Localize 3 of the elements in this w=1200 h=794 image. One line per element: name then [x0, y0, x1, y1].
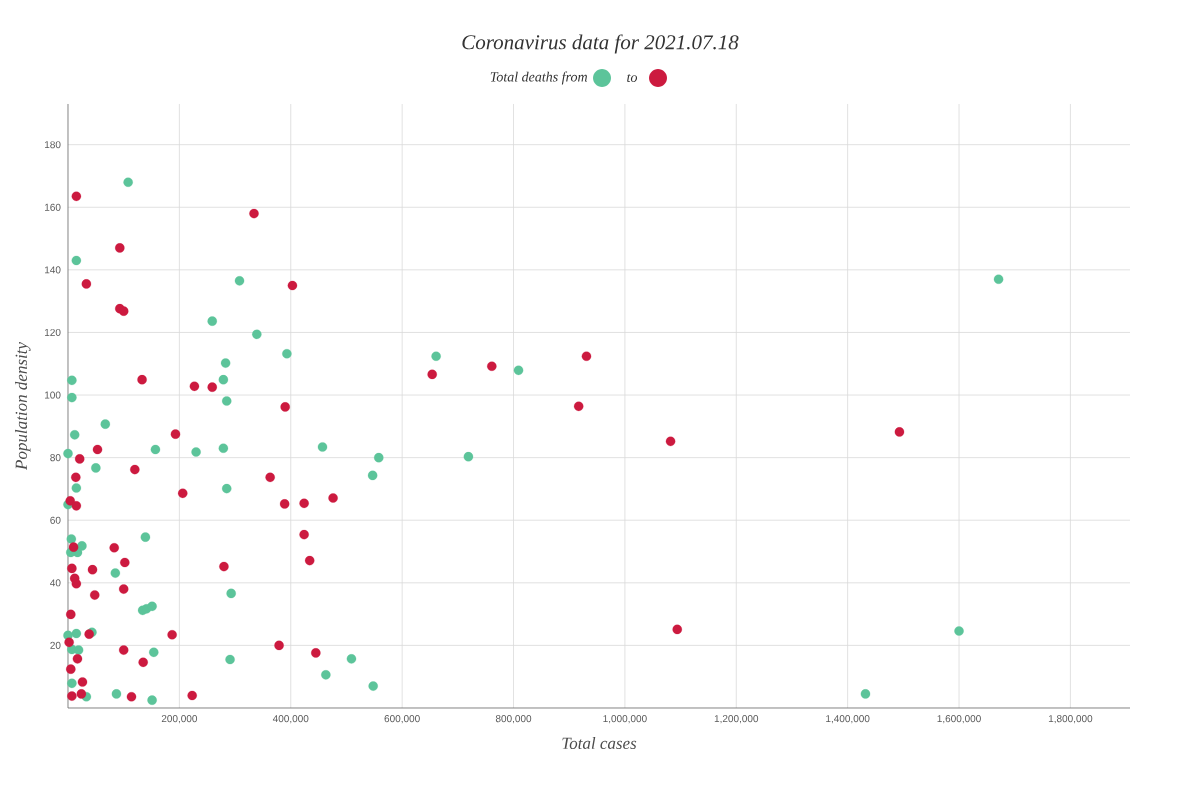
y-axis-title: Population density — [15, 342, 31, 471]
x-axis-title: Total cases — [562, 737, 637, 750]
chart-title: Coronavirus data for 2021.07.18 — [462, 34, 739, 54]
